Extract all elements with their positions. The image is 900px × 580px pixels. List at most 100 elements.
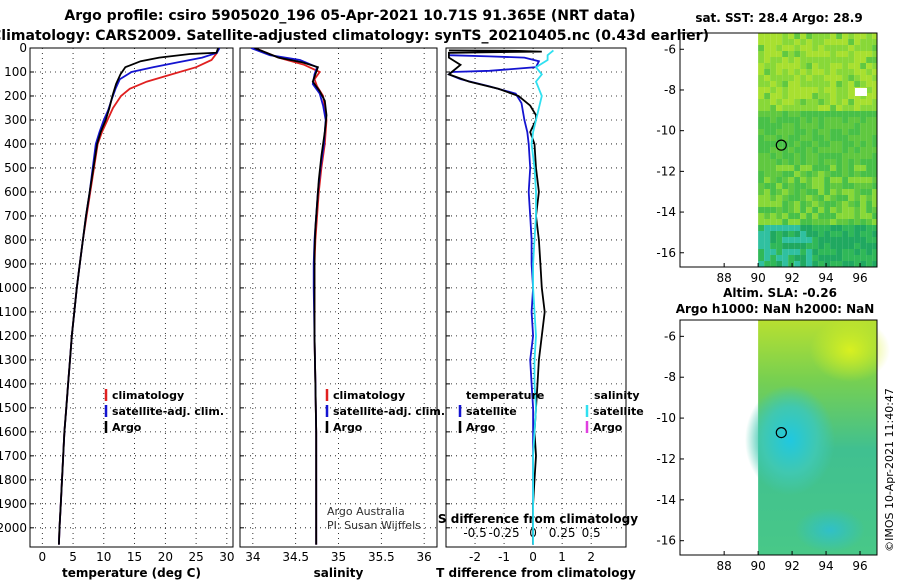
sst-cell [848, 207, 855, 213]
sst-cell [860, 99, 867, 105]
depth-tick-label: 1400 [0, 377, 27, 391]
sst-cell [866, 147, 873, 153]
sst-cell [872, 141, 877, 147]
sst-cell [758, 195, 765, 201]
map-title-sst: sat. SST: 28.4 Argo: 28.9 [695, 11, 862, 25]
sst-cell [770, 63, 777, 69]
sst-cell [812, 51, 819, 57]
legend-label: satellite [466, 405, 517, 418]
sst-cell [758, 135, 765, 141]
sst-cell [824, 39, 831, 45]
sst-cell [866, 171, 873, 177]
legend-label: Argo [333, 421, 363, 434]
sst-cell [782, 261, 789, 267]
panel-salinity: 34 34.5 35 35.5 36 salinity climatology satelli… [239, 47, 445, 580]
sst-cell [854, 123, 861, 129]
sst-cell [782, 213, 789, 219]
sst-cell [860, 153, 867, 159]
sst-cell [764, 195, 771, 201]
sst-cell [776, 225, 783, 231]
sst-cell [818, 69, 825, 75]
sst-cell [764, 171, 771, 177]
sst-cell [818, 183, 825, 189]
sst-cell [866, 135, 873, 141]
sst-cell [848, 141, 855, 147]
sst-cell [758, 117, 765, 123]
sst-cell [860, 207, 867, 213]
sst-cell [770, 141, 777, 147]
sst-cell [788, 69, 795, 75]
sst-cell [830, 261, 837, 267]
x-tick-label: -2 [469, 550, 481, 564]
sst-cell [848, 249, 855, 255]
sst-cell [860, 165, 867, 171]
sst-cell [866, 183, 873, 189]
sst-cell [842, 45, 849, 51]
sst-cell [812, 159, 819, 165]
sst-cell [800, 231, 807, 237]
sst-cell [764, 69, 771, 75]
sst-cell [770, 75, 777, 81]
sst-cell [800, 249, 807, 255]
sst-cell [806, 63, 813, 69]
sst-cell [806, 189, 813, 195]
sst-cell [848, 201, 855, 207]
sst-cell [764, 99, 771, 105]
sst-cell [758, 213, 765, 219]
sst-cell [854, 207, 861, 213]
sst-cell [818, 111, 825, 117]
sst-cell [842, 213, 849, 219]
sst-cell [770, 33, 777, 39]
sst-cell [848, 213, 855, 219]
sst-cell [836, 99, 843, 105]
sst-cell [776, 189, 783, 195]
sst-cell [806, 81, 813, 87]
sst-cell [800, 81, 807, 87]
sst-cell [764, 123, 771, 129]
sst-cell [806, 153, 813, 159]
sst-cell [848, 189, 855, 195]
sst-cell [758, 261, 765, 267]
sst-cell [848, 93, 855, 99]
sst-cell [854, 117, 861, 123]
depth-tick-label: 2000 [0, 521, 27, 535]
sst-cell [806, 69, 813, 75]
sst-cell [794, 135, 801, 141]
map-x-tick-label: 92 [784, 559, 799, 573]
sst-cell [782, 177, 789, 183]
x-tick-label: 0 [529, 550, 537, 564]
sst-cell [758, 123, 765, 129]
depth-tick-label: 1700 [0, 449, 27, 463]
sst-cell [770, 69, 777, 75]
sst-cell [764, 117, 771, 123]
map-frame [679, 319, 878, 556]
sst-cell [812, 93, 819, 99]
sst-cell [866, 39, 873, 45]
map-x-tick-label: 90 [750, 271, 765, 285]
sst-cell [872, 201, 877, 207]
sst-cell [782, 201, 789, 207]
sst-cell [770, 165, 777, 171]
sst-cell [812, 123, 819, 129]
sst-cell [872, 165, 877, 171]
sst-cell [812, 111, 819, 117]
sst-cell [848, 255, 855, 261]
sst-cell [806, 207, 813, 213]
sst-cell [854, 153, 861, 159]
sst-cell [812, 39, 819, 45]
sst-cell [812, 255, 819, 261]
depth-tick-label: 500 [4, 161, 27, 175]
x-tick-label: 36 [417, 550, 432, 564]
sst-cell [854, 141, 861, 147]
sst-cell [776, 129, 783, 135]
sst-cell [794, 195, 801, 201]
sst-cell [872, 111, 877, 117]
sst-cell [866, 225, 873, 231]
sst-cell [830, 153, 837, 159]
depth-tick-label: 1200 [0, 329, 27, 343]
sst-cell [782, 63, 789, 69]
sst-cell [770, 93, 777, 99]
sst-cell [800, 183, 807, 189]
sst-cell [812, 201, 819, 207]
sst-cell [830, 225, 837, 231]
